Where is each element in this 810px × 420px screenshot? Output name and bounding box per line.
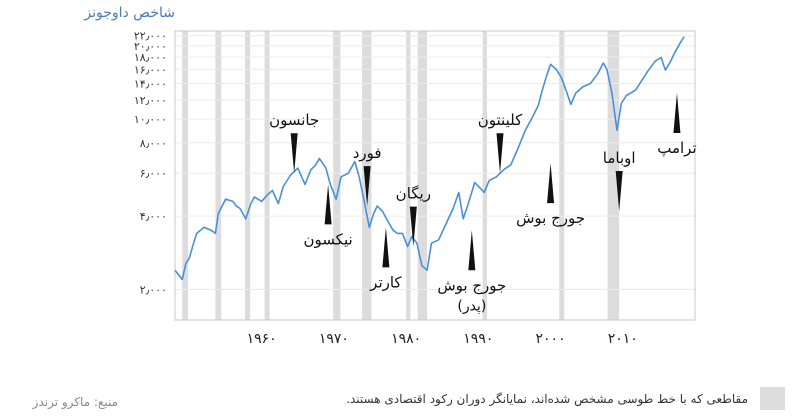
x-axis-labels: ۱۹۶۰ ۱۹۷۰ ۱۹۸۰ ۱۹۹۰ ۲۰۰۰ ۲۰۱۰ — [247, 331, 638, 347]
annotation-pointer — [496, 133, 504, 174]
y-tick-label: ۲۰٫۰۰۰ — [134, 40, 167, 53]
annotation-label: ریگان — [396, 185, 431, 203]
annotation-pointer — [382, 227, 390, 268]
x-tick-label: ۲۰۰۰ — [536, 331, 566, 347]
annotation-label: جانسون — [269, 111, 319, 129]
recession-band — [406, 31, 411, 320]
annotation-label: اوباما — [603, 149, 636, 167]
recession-band — [215, 31, 222, 320]
annotation-label: ترامپ — [657, 139, 696, 158]
president-annotations: جانسون نیکسون فورد کارتر ریگان جورج بوش (پدر) ک… — [269, 93, 697, 314]
annotation-label: کارتر — [369, 273, 402, 291]
annotation-pointer — [673, 93, 681, 134]
y-tick-label: ۲٫۰۰۰ — [140, 284, 167, 297]
recession-band — [607, 31, 620, 320]
recession-legend-swatch — [760, 387, 785, 410]
y-tick-label: ۶٫۰۰۰ — [140, 167, 167, 180]
annotation-label: فورد — [353, 144, 382, 162]
dow-jones-chart: ۲٫۰۰۰ ۴٫۰۰۰ ۶٫۰۰۰ ۸٫۰۰۰ ۱۰٫۰۰۰ ۱۲٫۰۰۰ ۱۴٫۰۰۰ ۱۶… — [134, 30, 697, 347]
x-tick-label: ۱۹۷۰ — [319, 331, 349, 347]
x-tick-label: ۲۰۱۰ — [608, 331, 638, 347]
y-tick-label: ۱۶٫۰۰۰ — [134, 63, 167, 76]
chart-title: شاخص داوجونز — [84, 5, 175, 21]
annotation-sublabel: (پدر) — [457, 298, 486, 314]
series-lines — [174, 36, 685, 281]
y-tick-label: ۱۲٫۰۰۰ — [134, 94, 167, 107]
annotation-pointer — [409, 206, 417, 247]
y-tick-label: ۴٫۰۰۰ — [140, 210, 167, 223]
annotation-pointer — [290, 133, 298, 174]
recession-band — [482, 31, 487, 320]
series-line — [174, 36, 685, 281]
annotation-pointer — [615, 171, 623, 212]
y-tick-label: ۱۸٫۰۰۰ — [134, 51, 167, 64]
annotation-label: نیکسون — [304, 230, 353, 248]
annotation-pointer — [324, 184, 332, 225]
annotation-label: جورج بوش — [516, 209, 585, 228]
x-tick-label: ۱۹۸۰ — [391, 331, 421, 347]
recession-band — [417, 31, 428, 320]
annotation-pointer — [547, 163, 555, 204]
gridlines — [175, 35, 695, 291]
recession-band — [333, 31, 341, 320]
annotation-label: کلینتون — [478, 111, 523, 129]
recession-legend-text: مقاطعی که با خط طوسی مشخص شده‌اند، نمایا… — [346, 392, 748, 406]
source-note: منبع: ماکرو ترندز — [32, 395, 118, 409]
y-tick-label: ۸٫۰۰۰ — [140, 137, 167, 150]
annotation-pointer — [363, 166, 371, 207]
annotation-pointer — [468, 230, 476, 271]
recession-band — [559, 31, 565, 320]
plot-frame — [174, 30, 696, 321]
x-tick-label: ۱۹۶۰ — [247, 331, 277, 347]
x-tick-label: ۱۹۹۰ — [463, 331, 493, 347]
y-tick-label: ۲۲٫۰۰۰ — [134, 30, 167, 43]
annotation-label: جورج بوش — [437, 276, 506, 295]
recession-band — [245, 31, 251, 320]
y-tick-label: ۱۴٫۰۰۰ — [134, 78, 167, 91]
recession-band — [264, 31, 270, 320]
y-tick-label: ۱۰٫۰۰۰ — [134, 113, 167, 126]
y-axis-labels: ۲٫۰۰۰ ۴٫۰۰۰ ۶٫۰۰۰ ۸٫۰۰۰ ۱۰٫۰۰۰ ۱۲٫۰۰۰ ۱۴٫۰۰۰ ۱۶… — [134, 30, 167, 297]
recession-band — [182, 31, 188, 320]
